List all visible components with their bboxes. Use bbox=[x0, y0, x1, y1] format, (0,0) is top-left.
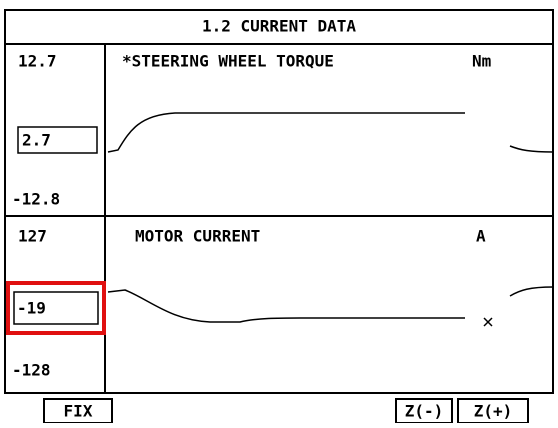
title: 1.2 CURRENT DATA bbox=[202, 17, 356, 36]
unit: Nm bbox=[472, 52, 492, 71]
min-label: -128 bbox=[12, 361, 51, 380]
max-label: 127 bbox=[18, 227, 47, 246]
signal-name: MOTOR CURRENT bbox=[135, 227, 260, 246]
signal-name: *STEERING WHEEL TORQUE bbox=[122, 52, 334, 71]
button[interactable] bbox=[395, 398, 453, 424]
unit: A bbox=[476, 227, 486, 246]
trace bbox=[107, 112, 554, 153]
trace bbox=[107, 286, 554, 327]
current-value: 2.7 bbox=[22, 131, 51, 150]
current-box bbox=[17, 126, 98, 154]
min-label: -12.8 bbox=[12, 190, 60, 209]
current-value: -19 bbox=[17, 299, 46, 318]
button-label[interactable]: Z(-) bbox=[405, 402, 444, 421]
button-label[interactable]: Z(+) bbox=[474, 402, 513, 421]
highlight bbox=[6, 281, 106, 335]
frame bbox=[4, 9, 554, 394]
max-label: 12.7 bbox=[18, 52, 57, 71]
button-label[interactable]: FIX bbox=[64, 402, 93, 421]
current-box bbox=[13, 291, 99, 325]
